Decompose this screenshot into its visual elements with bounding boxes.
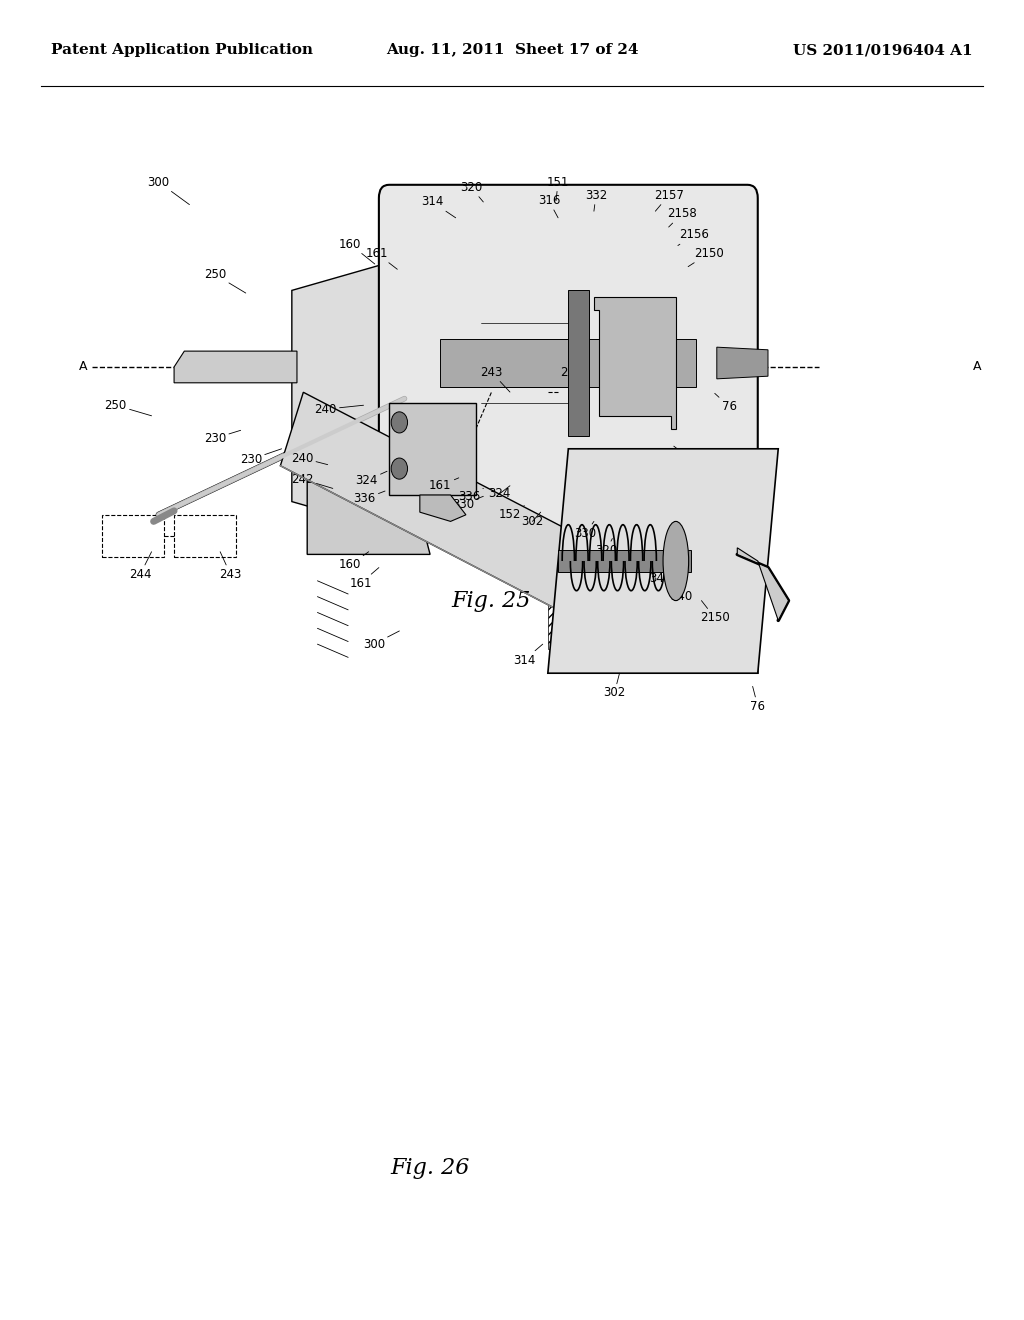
Text: 250: 250 bbox=[104, 399, 152, 416]
Ellipse shape bbox=[664, 521, 688, 601]
Text: 243: 243 bbox=[480, 366, 510, 392]
Text: 230: 230 bbox=[240, 449, 282, 466]
Text: 2150: 2150 bbox=[699, 601, 730, 624]
Text: 161: 161 bbox=[349, 568, 379, 590]
Bar bbox=[717, 231, 748, 495]
Text: 320: 320 bbox=[460, 181, 483, 202]
Polygon shape bbox=[594, 297, 676, 429]
Polygon shape bbox=[281, 392, 646, 644]
Polygon shape bbox=[548, 449, 778, 673]
Text: 302: 302 bbox=[521, 512, 544, 528]
Text: 242: 242 bbox=[291, 473, 333, 488]
Bar bbox=[102, 515, 164, 557]
Text: 300: 300 bbox=[362, 631, 399, 651]
Polygon shape bbox=[558, 550, 691, 572]
Circle shape bbox=[391, 458, 408, 479]
Text: 334: 334 bbox=[610, 496, 634, 512]
Text: A: A bbox=[973, 360, 981, 374]
Text: 336: 336 bbox=[353, 491, 385, 506]
Bar bbox=[415, 198, 722, 238]
Text: 244: 244 bbox=[129, 552, 152, 581]
Text: 161: 161 bbox=[366, 247, 397, 269]
Polygon shape bbox=[440, 339, 696, 387]
Text: 2157: 2157 bbox=[653, 189, 684, 211]
Text: 330: 330 bbox=[574, 521, 597, 540]
Text: 151: 151 bbox=[547, 176, 569, 201]
Text: 161: 161 bbox=[429, 478, 459, 492]
Text: 2158: 2158 bbox=[667, 207, 697, 227]
Polygon shape bbox=[568, 290, 589, 436]
Text: 340: 340 bbox=[431, 486, 466, 502]
Text: A: A bbox=[79, 360, 87, 374]
Text: US 2011/0196404 A1: US 2011/0196404 A1 bbox=[794, 44, 973, 57]
Text: 76: 76 bbox=[751, 686, 765, 713]
Text: 240: 240 bbox=[314, 403, 364, 416]
Polygon shape bbox=[420, 495, 466, 521]
FancyBboxPatch shape bbox=[379, 185, 758, 541]
Text: 330: 330 bbox=[452, 496, 483, 511]
Text: 316: 316 bbox=[538, 194, 560, 218]
Polygon shape bbox=[717, 347, 768, 379]
Polygon shape bbox=[389, 403, 476, 495]
Text: 336: 336 bbox=[458, 488, 483, 503]
Polygon shape bbox=[292, 251, 430, 541]
Text: Aug. 11, 2011  Sheet 17 of 24: Aug. 11, 2011 Sheet 17 of 24 bbox=[386, 44, 638, 57]
Text: 300: 300 bbox=[147, 176, 189, 205]
Text: 160: 160 bbox=[339, 238, 375, 264]
Text: 250: 250 bbox=[204, 268, 246, 293]
Bar bbox=[389, 231, 420, 495]
Text: 76: 76 bbox=[715, 393, 736, 413]
Text: 230: 230 bbox=[204, 430, 241, 445]
Text: Patent Application Publication: Patent Application Publication bbox=[51, 44, 313, 57]
Circle shape bbox=[391, 412, 408, 433]
Bar bbox=[548, 473, 566, 649]
Polygon shape bbox=[737, 548, 788, 620]
Text: 243: 243 bbox=[219, 552, 242, 581]
Polygon shape bbox=[174, 351, 297, 383]
Text: 302: 302 bbox=[603, 673, 626, 700]
Text: 324: 324 bbox=[488, 486, 511, 500]
Text: 340: 340 bbox=[670, 583, 692, 603]
Text: 320: 320 bbox=[595, 539, 617, 557]
Bar bbox=[481, 372, 548, 412]
Bar bbox=[566, 649, 758, 673]
Text: Fig. 26: Fig. 26 bbox=[390, 1158, 470, 1179]
Text: 2150: 2150 bbox=[688, 247, 724, 267]
Text: 160: 160 bbox=[339, 552, 369, 572]
Text: 332: 332 bbox=[585, 189, 607, 211]
Text: Fig. 25: Fig. 25 bbox=[452, 590, 531, 611]
Text: 2154: 2154 bbox=[674, 446, 707, 466]
Text: 342: 342 bbox=[568, 502, 591, 517]
Bar bbox=[558, 372, 625, 412]
Text: 314: 314 bbox=[513, 644, 543, 667]
Text: 240: 240 bbox=[291, 451, 328, 465]
Text: 2156: 2156 bbox=[678, 228, 710, 246]
Bar bbox=[566, 449, 758, 473]
Text: 152: 152 bbox=[499, 506, 524, 521]
Text: 244: 244 bbox=[560, 366, 583, 392]
Bar bbox=[415, 495, 722, 528]
Bar bbox=[174, 515, 236, 557]
Text: 324: 324 bbox=[355, 471, 387, 487]
Polygon shape bbox=[307, 475, 430, 554]
Text: 342: 342 bbox=[649, 565, 672, 585]
Text: 314: 314 bbox=[421, 195, 456, 218]
Bar bbox=[440, 310, 492, 416]
